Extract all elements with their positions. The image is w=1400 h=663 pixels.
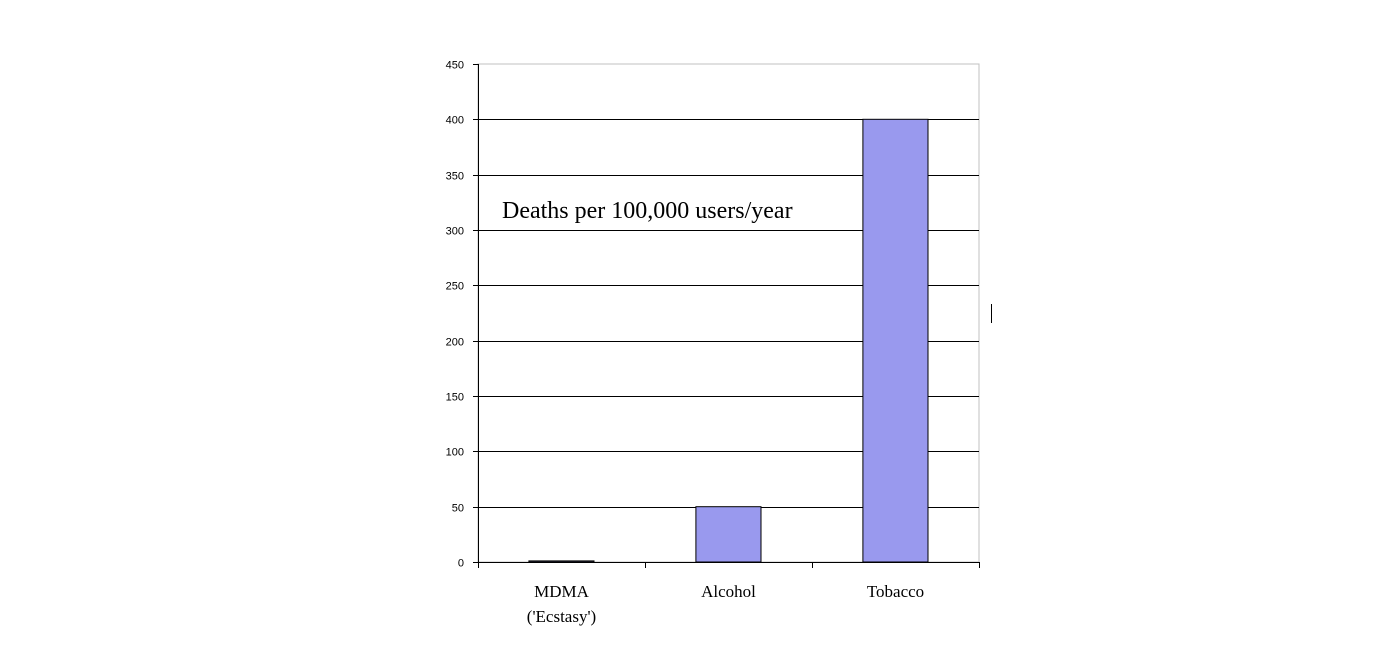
bar [528, 560, 595, 563]
y-tick-label: 100 [446, 447, 464, 459]
y-tick-label: 300 [446, 226, 464, 238]
axes [473, 64, 980, 568]
chart-annotation: Deaths per 100,000 users/year [502, 198, 793, 224]
y-tick-label: 350 [446, 171, 464, 183]
y-tick-label: 250 [446, 281, 464, 293]
y-tick-labels: 0 50 100 150 200 250 300 350 400 450 [446, 60, 464, 570]
bars [528, 118, 929, 563]
y-tick-label: 50 [452, 503, 464, 515]
x-tick-label: Tobacco [867, 582, 924, 601]
bar [862, 118, 929, 563]
x-tick-label: MDMA [534, 582, 590, 601]
y-tick-label: 200 [446, 337, 464, 349]
x-tick-labels: MDMA ('Ecstasy') Alcohol Tobacco [527, 582, 924, 626]
y-tick-label: 150 [446, 392, 464, 404]
y-tick-label: 450 [446, 60, 464, 72]
x-tick-label: Alcohol [701, 582, 756, 601]
y-tick-label: 0 [458, 558, 464, 570]
x-tick-label: ('Ecstasy') [527, 607, 596, 626]
y-tick-label: 400 [446, 115, 464, 127]
bar [695, 506, 762, 563]
